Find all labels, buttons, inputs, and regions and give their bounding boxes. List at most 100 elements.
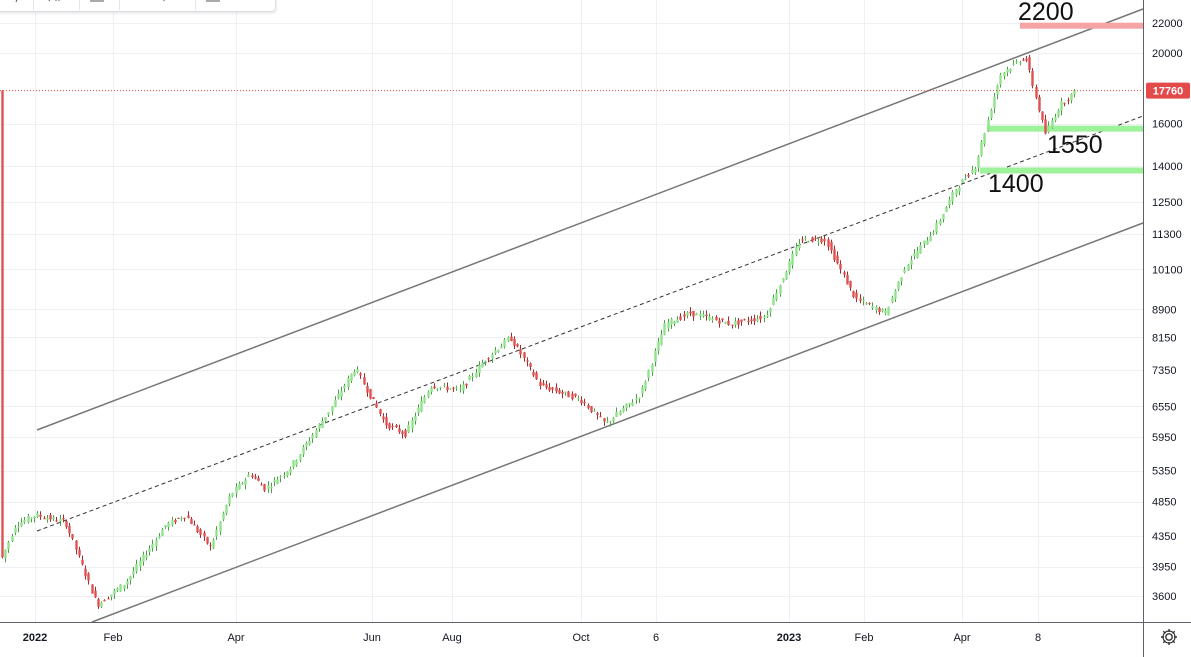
annotation-label[interactable]: 1550 [1047,131,1103,159]
candle-body [190,518,193,525]
candle-body [839,263,842,270]
candle-body [580,399,583,404]
support-zone-1400[interactable] [980,167,1143,174]
magnet-icon[interactable] [47,0,63,3]
candle-body [324,417,327,422]
candle-body [84,568,87,577]
candle-body [587,405,590,409]
candle-body [254,476,257,479]
candle-body [1067,100,1070,102]
candle-body [599,416,602,418]
text-tool-icon[interactable] [205,0,221,3]
measure-icon[interactable] [89,0,105,3]
candle-body [388,423,391,429]
candle-body [68,526,71,534]
x-tick-label: 2022 [23,632,47,644]
candle-body [945,207,948,212]
candle-body [596,413,599,415]
candle-body [251,475,254,478]
candle-body [679,316,682,320]
y-tick-label: 3950 [1152,562,1176,574]
candle-body [87,573,90,581]
candle-body [356,369,359,373]
candle-body [916,250,919,258]
support-zone-1550[interactable] [987,125,1143,132]
candle-body [372,397,375,399]
candle-body [507,337,510,342]
gear-icon[interactable] [1159,627,1179,647]
candle-body [654,350,657,362]
candle-body [635,398,638,400]
candle-body [676,319,679,323]
candle-body [910,260,913,265]
y-tick-label: 22000 [1152,18,1183,30]
candle-body [1012,63,1015,65]
candle-body [721,318,724,321]
candle-body [791,253,794,265]
candle-body [340,391,343,397]
candle-body [404,430,407,437]
channel-upper-line[interactable] [36,8,1144,431]
candle-body [1054,116,1057,121]
candle-body [609,421,612,423]
candle-body [574,393,577,397]
candle-body [433,386,436,389]
annotation-label[interactable]: 2200 [1018,0,1074,26]
candle-body [244,479,247,485]
draw-tool-icon[interactable] [13,0,29,3]
candle-body [494,350,497,354]
candle-body [119,584,122,592]
candle-body [311,435,314,439]
candle-body [615,412,618,417]
candle-body [449,388,452,390]
candle-body [164,525,167,528]
candle-body [366,385,369,393]
candle-body [974,168,977,173]
candle-body [481,362,484,368]
drawing-toolbar [0,0,276,12]
candle-body [788,261,791,273]
candle-body [1063,103,1066,105]
candle-body [231,493,234,497]
candle-body [523,352,526,359]
candle-body [535,372,538,380]
candle-body [209,545,212,547]
candle-body [779,285,782,295]
candle-body [542,383,545,386]
candle-body [622,408,625,412]
candle-body [174,520,177,523]
candle-body [955,189,958,195]
candle-body [263,484,266,491]
candle-body [257,477,260,481]
channel-midline[interactable] [36,115,1144,532]
candle-body [1015,61,1018,63]
candle-body [321,420,324,428]
candle-body [948,199,951,205]
candle-body [718,320,721,324]
candle-body [577,397,580,399]
candle-body [97,599,100,607]
candle-body [427,391,430,398]
zoom-icon[interactable] [159,0,175,3]
candle-body [958,187,961,192]
candle-body [737,320,740,325]
candle-body [795,247,798,256]
candle-body [1028,57,1031,70]
annotation-label[interactable]: 1400 [988,170,1044,198]
candle-body [126,581,129,585]
candle-body [689,311,692,314]
candle-body [331,405,334,412]
x-tick-label: Oct [572,632,589,644]
candle-body [401,431,404,435]
candle-body [123,585,126,589]
y-tick-label: 6550 [1152,401,1176,413]
candle-body [887,306,890,316]
candle-body [756,318,759,321]
candle-body [663,323,666,335]
channel-lower-line[interactable] [91,222,1144,623]
candle-body [55,520,58,522]
candle-body [683,314,686,317]
resistance-zone-2200[interactable] [1020,22,1143,29]
candle-body [423,396,426,403]
